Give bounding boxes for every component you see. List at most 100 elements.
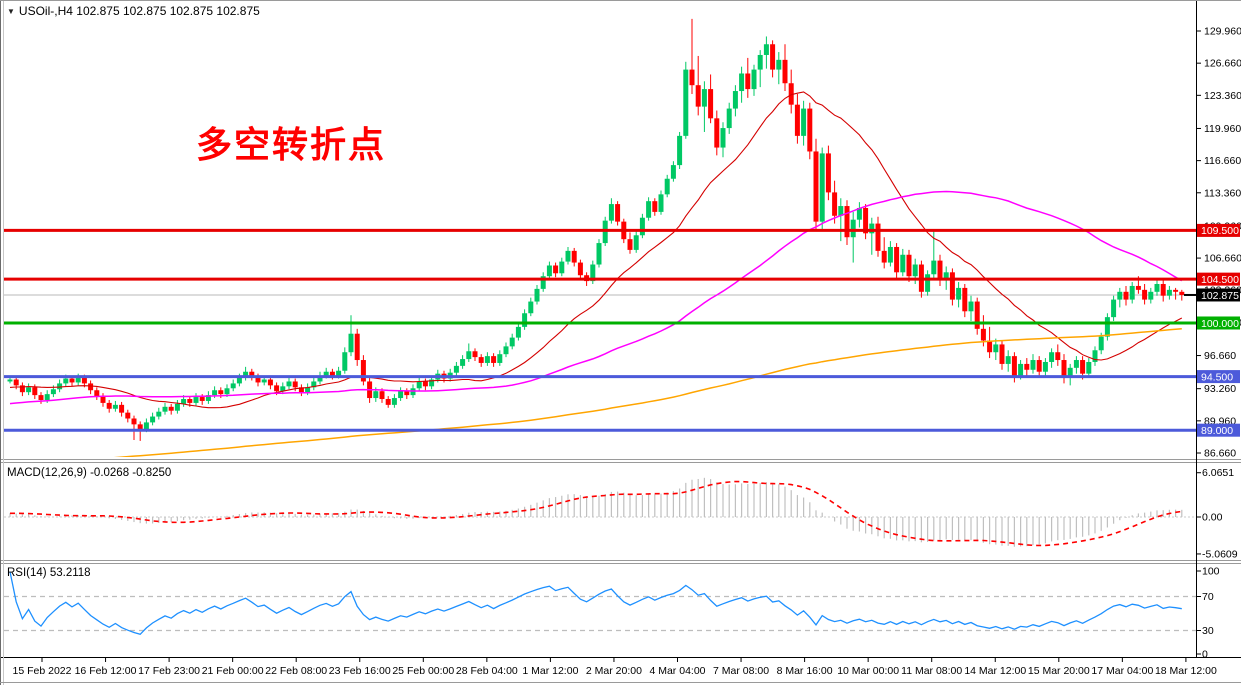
- candle: [931, 231, 937, 279]
- date-tick-label: 17 Feb 23:00: [138, 665, 200, 677]
- candle: [949, 268, 955, 306]
- candle: [1092, 346, 1098, 366]
- candle: [404, 388, 410, 400]
- candle: [515, 322, 521, 341]
- candle: [739, 66, 745, 103]
- candle: [875, 216, 881, 257]
- candle: [1086, 358, 1092, 378]
- candle: [782, 44, 788, 92]
- candle: [1142, 284, 1148, 305]
- candle: [342, 347, 348, 374]
- window-bottom-border: [0, 682, 1241, 683]
- date-tick-label: 14 Mar 12:00: [964, 665, 1026, 677]
- candle: [968, 295, 974, 322]
- price-tick-label: 123.360: [1204, 90, 1241, 102]
- macd-name: MACD(12,26,9): [7, 467, 87, 479]
- candle: [615, 201, 621, 226]
- candle: [348, 315, 354, 357]
- candle: [1117, 287, 1123, 308]
- candle: [311, 377, 317, 391]
- candle: [1173, 287, 1179, 300]
- candle: [1049, 348, 1055, 368]
- candle: [639, 213, 645, 239]
- candle: [491, 353, 497, 367]
- date-tick-label: 11 Mar 08:00: [901, 665, 962, 677]
- annotation-text[interactable]: 多空转折点: [196, 124, 387, 165]
- candle: [1024, 358, 1030, 376]
- date-tick-label: 10 Mar 00:00: [837, 665, 899, 677]
- price-tick-label: 119.960: [1204, 123, 1241, 135]
- candle: [999, 340, 1005, 370]
- candle: [243, 366, 249, 381]
- candle: [813, 138, 819, 232]
- candle: [751, 64, 757, 96]
- candle: [807, 102, 813, 160]
- candle: [540, 272, 546, 292]
- rsi-axis-label: 100: [1202, 566, 1220, 578]
- candle: [150, 412, 156, 426]
- candle: [1061, 354, 1067, 384]
- candle: [708, 74, 714, 124]
- candle: [385, 396, 391, 408]
- rsi-line: [9, 571, 1182, 636]
- candle: [88, 380, 94, 395]
- price-tick-label: 116.660: [1204, 155, 1241, 167]
- candle: [484, 352, 490, 366]
- main-pane: [4, 18, 1196, 469]
- candle: [1055, 344, 1061, 366]
- price-level-tag: 102.875: [1197, 288, 1240, 302]
- candle: [466, 343, 472, 362]
- rsi-pane: [4, 571, 1196, 636]
- candle: [522, 309, 528, 330]
- candle: [1042, 358, 1048, 376]
- candle: [1030, 354, 1036, 374]
- candle: [1166, 285, 1172, 300]
- candle: [416, 377, 422, 392]
- candle: [856, 202, 862, 228]
- candle: [156, 407, 162, 420]
- candle: [100, 393, 106, 407]
- candle: [763, 36, 769, 69]
- price-tick-label: 126.660: [1204, 58, 1241, 70]
- candle: [1104, 313, 1110, 341]
- candle: [801, 100, 807, 146]
- date-tick-label: 1 Mar 12:00: [522, 665, 578, 677]
- candle: [937, 254, 943, 286]
- candle: [627, 232, 633, 254]
- candle: [503, 342, 509, 358]
- chart-title: ▼ USOil-,H4 102.875 102.875 102.875 102.8…: [7, 4, 260, 18]
- candle: [757, 50, 763, 88]
- date-tick-label: 23 Feb 16:00: [329, 665, 391, 677]
- slow-ma-line[interactable]: [10, 328, 1182, 469]
- candle: [280, 382, 286, 395]
- candle: [249, 368, 255, 381]
- candle: [695, 55, 701, 116]
- date-tick-label: 8 Mar 16:00: [777, 665, 833, 677]
- candle: [478, 354, 484, 367]
- candle: [683, 61, 689, 139]
- candle: [608, 198, 614, 224]
- candle: [993, 338, 999, 361]
- candle: [974, 297, 980, 335]
- price-level-tag: 100.000: [1197, 316, 1240, 330]
- price-level-tag: 89.000: [1197, 423, 1240, 437]
- candle: [770, 40, 776, 78]
- candle: [714, 110, 720, 156]
- mid-ma-line[interactable]: [9, 190, 1183, 405]
- candle: [1148, 287, 1154, 304]
- price-tick-label: 106.660: [1204, 253, 1241, 265]
- candle: [1123, 285, 1129, 306]
- candle: [267, 376, 273, 390]
- price-level-tag: 104.500: [1197, 272, 1240, 286]
- svg-text:109.500: 109.500: [1201, 225, 1239, 237]
- candle: [453, 361, 459, 376]
- price-tick-label: 86.660: [1204, 448, 1236, 460]
- candle: [1160, 280, 1166, 302]
- rsi-axis-label: 30: [1202, 625, 1214, 637]
- candle: [863, 204, 869, 240]
- candle: [422, 378, 428, 391]
- collapse-triangle-icon[interactable]: ▼: [7, 7, 15, 16]
- symbol-timeframe: USOil-,H4: [18, 4, 73, 18]
- candle: [460, 355, 466, 369]
